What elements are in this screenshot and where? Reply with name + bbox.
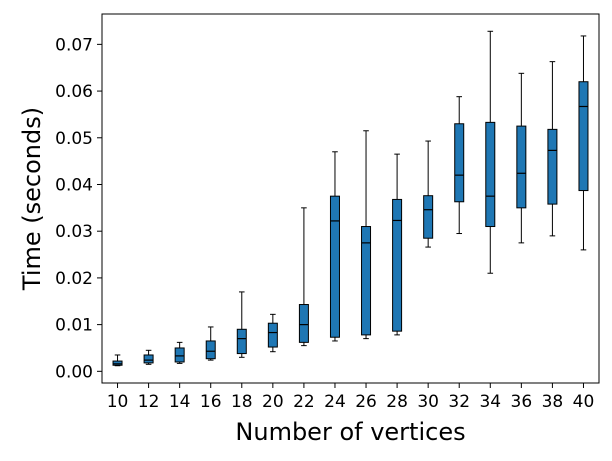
x-tick-label: 12 [138,392,160,412]
x-tick-label: 28 [386,392,408,412]
box-iqr [112,360,123,366]
box-group-12 [143,349,154,365]
box-group-28 [392,153,403,336]
box-iqr [547,128,558,205]
y-tick-label: 0.02 [55,269,93,289]
box-iqr [267,322,278,348]
box-group-14 [174,341,185,364]
x-tick-label: 34 [479,392,501,412]
y-axis-ticks: 0.00 0.01 0.02 0.03 0.04 0.05 0.06 0.07 [55,35,102,382]
box-group-26 [361,130,372,340]
y-tick-label: 0.05 [55,129,93,149]
box-iqr [329,195,340,338]
x-tick-label: 36 [511,392,533,412]
x-axis-ticks: 10 12 14 16 18 20 22 24 26 28 30 32 34 36 38 40 [107,383,595,412]
box-group-22 [298,207,309,347]
box-group-20 [267,313,278,353]
box-group-18 [236,291,247,358]
x-tick-label: 40 [573,392,595,412]
x-axis-label: Number of vertices [235,418,465,446]
x-tick-label: 16 [200,392,222,412]
x-tick-label: 30 [417,392,439,412]
box-iqr [578,81,589,192]
axes-frame [101,13,600,384]
box-group-24 [329,151,340,342]
y-tick-label: 0.04 [55,175,93,195]
x-tick-label: 18 [231,392,253,412]
box-group-40 [578,35,589,251]
x-tick-label: 20 [262,392,284,412]
y-axis-label: Time (seconds) [18,107,46,291]
y-tick-label: 0.07 [55,35,93,55]
box-iqr [423,195,434,239]
box-iqr [236,328,247,355]
x-tick-label: 22 [293,392,315,412]
y-tick-label: 0.01 [55,316,93,336]
box-iqr [454,123,465,203]
x-tick-label: 38 [542,392,564,412]
box-iqr [143,354,154,364]
box-iqr [485,121,496,228]
box-iqr [361,226,372,336]
y-tick-label: 0.00 [55,362,93,382]
plot-area [112,30,589,367]
box-iqr [205,340,216,360]
box-group-32 [454,96,465,235]
y-tick-label: 0.06 [55,82,93,102]
box-group-30 [423,140,434,248]
x-tick-label: 14 [169,392,191,412]
x-tick-label: 32 [448,392,470,412]
box-group-16 [205,326,216,361]
box-group-38 [547,61,558,237]
box-iqr [298,304,309,343]
box-group-10 [112,354,123,367]
x-tick-label: 10 [107,392,129,412]
y-tick-label: 0.03 [55,222,93,242]
box-iqr [174,347,185,363]
box-iqr [516,125,527,209]
x-tick-label: 26 [355,392,377,412]
box-iqr [392,198,403,332]
x-tick-label: 24 [324,392,346,412]
box-group-34 [485,30,496,274]
box-group-36 [516,72,527,244]
